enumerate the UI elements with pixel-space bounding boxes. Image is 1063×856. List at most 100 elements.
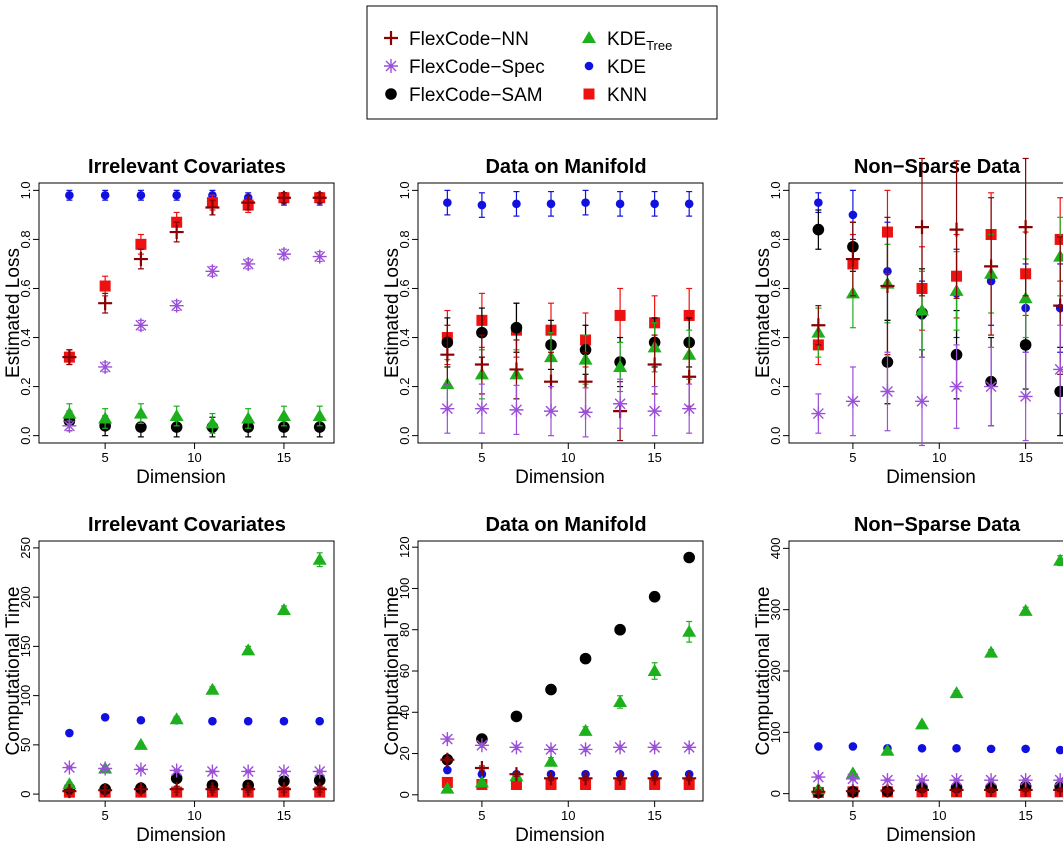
data-point-spec — [613, 396, 628, 411]
data-point-nn — [169, 225, 184, 240]
chart-panel-5: Data on Manifold Dimension Computational T… — [382, 514, 704, 846]
data-point-nn — [845, 784, 860, 799]
series-knn — [63, 192, 326, 366]
y-tick-label: 200 — [18, 586, 33, 608]
data-point-kde — [917, 743, 927, 753]
data-point-tree — [276, 409, 291, 422]
data-point-spec — [509, 740, 524, 755]
y-tick-label: 50 — [18, 738, 33, 752]
legend-label-kde-tree-main: KDE — [607, 29, 646, 50]
data-point-spec — [133, 318, 148, 333]
data-point-tree — [169, 712, 184, 725]
legend-entry-kde-tree: KDETree — [582, 29, 672, 53]
y-tick-label: 0.6 — [768, 279, 783, 297]
legend: FlexCode−NN FlexCode−Spec FlexCode−SAM K… — [366, 5, 718, 120]
data-point-spec — [578, 742, 593, 757]
series-nn — [62, 190, 327, 366]
y-tick-label: 40 — [397, 705, 412, 719]
chart-title: Data on Manifold — [485, 156, 646, 178]
legend-entry-knn: KNN — [583, 85, 647, 106]
data-point-nn — [169, 782, 184, 797]
data-point-nn — [845, 252, 860, 267]
legend-entry-flexcode-nn: FlexCode−NN — [384, 29, 529, 50]
series-tree — [811, 553, 1063, 795]
data-point-nn — [133, 782, 148, 797]
data-point-spec — [62, 418, 77, 433]
data-point-kde — [65, 728, 74, 738]
legend-label-kde-tree: KDETree — [607, 29, 672, 53]
y-tick-label: 0 — [18, 790, 33, 797]
legend-marker-sam — [385, 88, 397, 100]
data-point-nn — [98, 783, 113, 798]
data-point-nn — [205, 782, 220, 797]
data-point-sam — [614, 623, 626, 636]
data-point-spec — [544, 742, 558, 757]
data-point-nn — [312, 190, 327, 205]
x-axis-label: Dimension — [136, 467, 226, 488]
data-point-nn — [509, 362, 524, 377]
x-tick-label: 5 — [849, 808, 856, 823]
data-point-kde — [952, 743, 961, 753]
data-point-sam — [278, 775, 290, 788]
legend-label-flexcode-nn: FlexCode−NN — [409, 29, 529, 50]
data-point-spec — [984, 773, 999, 788]
x-tick-label: 5 — [102, 450, 109, 465]
data-point-spec — [241, 764, 256, 779]
data-point-tree — [62, 777, 77, 790]
plot-frame — [417, 540, 704, 802]
legend-label-kde: KDE — [607, 57, 646, 78]
series-spec — [440, 732, 697, 757]
data-point-kde — [814, 198, 823, 207]
y-axis-label: Estimated Loss — [3, 248, 24, 378]
data-point-kde — [684, 199, 694, 209]
y-tick-label: 100 — [768, 721, 783, 743]
chart-title: Data on Manifold — [485, 514, 646, 536]
data-point-spec — [440, 401, 455, 416]
data-point-spec — [440, 732, 455, 747]
x-axis-label: Dimension — [136, 825, 226, 846]
chart-panel-4: Irrelevant Covariates Dimension Computatio… — [3, 514, 335, 846]
legend-box — [366, 5, 718, 120]
series-nn — [811, 782, 1063, 799]
data-point-kde — [650, 199, 659, 209]
data-point-kde — [1021, 744, 1030, 754]
y-tick-label: 400 — [768, 538, 783, 560]
data-point-nn — [647, 771, 662, 786]
plot-frame — [38, 540, 335, 802]
data-point-tree — [98, 411, 113, 424]
data-point-spec — [133, 762, 148, 777]
data-point-spec — [98, 761, 113, 776]
legend-entry-flexcode-spec: FlexCode−Spec — [384, 57, 545, 78]
chart-panel-3: Non−Sparse Data Dimension Estimated Loss 5 1… — [753, 156, 1063, 488]
data-point-tree — [205, 682, 220, 695]
data-point-sam — [313, 774, 326, 787]
data-point-nn — [312, 782, 327, 797]
data-point-spec — [1053, 773, 1063, 788]
data-point-spec — [880, 384, 895, 399]
chart-title: Irrelevant Covariates — [88, 514, 286, 536]
data-point-spec — [205, 764, 220, 779]
data-point-nn — [62, 350, 77, 365]
data-point-tree — [647, 664, 662, 676]
data-point-nn — [647, 357, 662, 372]
data-point-sam — [510, 321, 523, 334]
data-point-nn — [1018, 220, 1033, 235]
data-point-kde — [512, 199, 521, 209]
data-point-tree — [613, 359, 628, 372]
data-point-sam — [812, 223, 825, 236]
series-spec — [811, 770, 1063, 788]
x-tick-label: 5 — [478, 450, 485, 465]
data-point-spec — [578, 405, 593, 420]
data-point-tree — [1053, 249, 1063, 262]
x-tick-label: 15 — [1018, 450, 1032, 465]
data-point-sam — [1019, 339, 1032, 351]
series-sam — [441, 551, 695, 766]
y-tick-label: 1.0 — [768, 181, 783, 199]
data-point-tree — [915, 303, 929, 316]
data-point-kde — [443, 765, 452, 775]
y-tick-label: 300 — [768, 599, 783, 621]
data-point-tree — [915, 717, 929, 730]
data-point-spec — [205, 264, 220, 279]
series-tree — [62, 403, 327, 434]
